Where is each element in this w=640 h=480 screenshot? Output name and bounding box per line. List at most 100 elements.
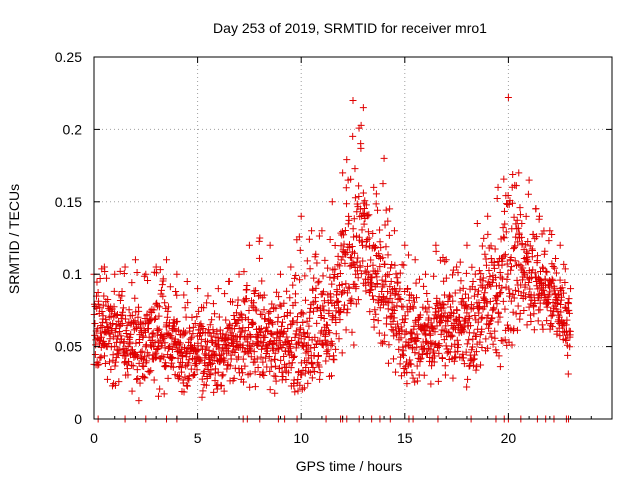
data-point [509,308,517,316]
data-point [453,263,461,271]
data-point [447,331,455,339]
data-point [224,334,232,342]
data-point [398,326,406,334]
data-point [332,345,340,353]
data-point [370,323,378,331]
data-point [296,324,304,332]
data-point [258,311,266,318]
data-point [116,338,124,346]
data-point [319,272,327,280]
data-point [453,336,461,344]
data-point [511,242,519,250]
data-point [253,355,261,363]
data-point [478,242,486,250]
data-point [357,121,365,129]
data-point [480,295,488,303]
data-point [456,313,464,321]
data-point [343,289,351,297]
data-point [344,305,352,313]
data-point [535,212,543,220]
data-point [352,283,360,291]
data-point [556,241,564,249]
data-point [278,322,286,330]
data-point [397,334,405,342]
data-point [474,290,482,298]
data-point [257,325,265,333]
data-point [378,296,386,304]
data-point [407,336,415,344]
data-point [505,200,513,208]
data-point [266,308,274,316]
data-point [545,237,553,245]
data-point [564,351,572,359]
data-point [345,216,353,224]
data-point [124,365,132,373]
data-point [467,322,475,330]
data-point [255,237,263,245]
data-point [152,269,160,277]
data-point [497,288,505,296]
data-point [514,302,522,310]
data-point [322,357,330,365]
data-point [207,366,215,374]
data-point [136,379,144,387]
data-point [323,339,331,347]
data-point [366,287,374,295]
data-point [323,321,331,329]
data-point [311,367,319,375]
data-point [96,354,104,362]
data-point [294,387,302,395]
data-point [256,326,264,334]
data-point [245,241,253,249]
data-point [266,367,274,375]
data-point [169,353,177,361]
data-point [289,281,297,289]
data-point [272,377,280,385]
data-point [278,318,286,326]
data-point [381,260,389,268]
data-point [372,310,380,318]
data-point [308,359,316,367]
data-point [449,374,457,382]
data-point [306,265,314,273]
data-point [287,348,295,356]
y-axis-label: SRMTID / TECUs [6,184,22,294]
data-point [376,263,384,271]
data-point [368,282,376,290]
data-point [242,295,250,303]
data-point [385,341,393,349]
data-point [241,362,249,370]
data-point [338,349,346,357]
data-point [533,233,541,241]
data-point [173,317,181,325]
data-point [235,270,243,278]
data-point [547,312,555,320]
data-point [146,368,154,376]
data-point [353,258,361,266]
data-point [509,170,517,178]
data-point [385,231,393,239]
data-point [244,316,252,324]
data-point [110,287,118,295]
data-point [485,321,493,329]
data-point [266,241,274,249]
data-point [258,345,266,353]
data-point [322,331,330,339]
data-point [134,353,142,361]
x-tick-label: 10 [293,430,309,446]
data-point [279,329,287,337]
data-point [496,363,504,371]
data-point [324,346,332,354]
data-point [423,308,431,316]
data-point [269,346,277,354]
data-point [459,354,467,362]
data-point [524,258,532,266]
data-point [296,276,304,284]
data-point [361,267,369,275]
data-point [460,298,468,306]
data-point [523,248,531,256]
data-point [214,381,222,389]
data-point [259,358,267,366]
data-point [131,317,139,325]
data-point [484,212,492,220]
